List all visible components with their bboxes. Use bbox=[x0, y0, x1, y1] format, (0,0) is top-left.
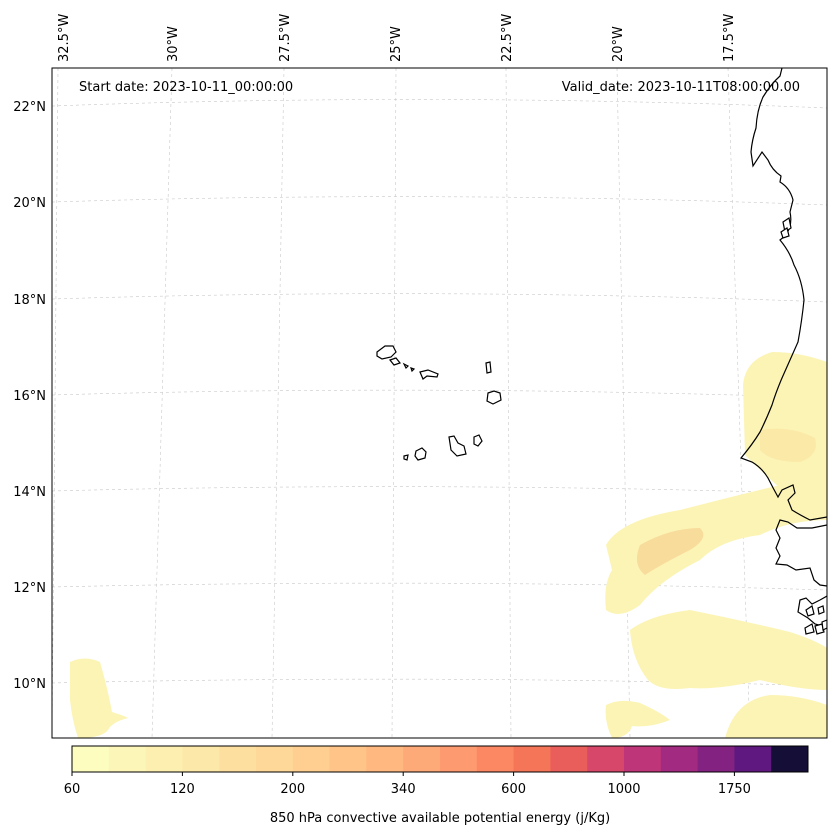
colorbar-cell bbox=[219, 746, 257, 772]
cape-verde-islands bbox=[376, 345, 502, 461]
colorbar-cell bbox=[329, 746, 367, 772]
colorbar-cell bbox=[550, 746, 588, 772]
cape-region-coast-core bbox=[760, 428, 816, 462]
lat-label-18n: 18°N bbox=[13, 293, 46, 308]
cape-region-band-10n bbox=[630, 610, 827, 690]
island-santa-luzia bbox=[402, 362, 410, 370]
latitude-labels: 22°N 20°N 18°N 16°N 14°N 12°N 10°N bbox=[13, 100, 46, 692]
colorbar-tick-120: 120 bbox=[170, 782, 195, 797]
colorbar-cell bbox=[624, 746, 662, 772]
island-maio bbox=[473, 434, 483, 447]
cape-field bbox=[70, 352, 827, 738]
colorbar-ticks bbox=[71, 772, 735, 776]
colorbar-cell bbox=[660, 746, 699, 772]
colorbar-tick-1000: 1000 bbox=[607, 782, 640, 797]
island-boa-vista bbox=[486, 390, 502, 405]
lat-label-22n: 22°N bbox=[13, 100, 46, 115]
cape-region-south-east bbox=[725, 695, 827, 738]
cape-region-band-12n-core bbox=[636, 528, 704, 575]
island-santo-antao bbox=[376, 345, 397, 360]
colorbar-cell bbox=[72, 746, 110, 772]
colorbar-tick-600: 600 bbox=[501, 782, 526, 797]
lon-label-30w: 30°W bbox=[166, 26, 181, 62]
colorbar-cell bbox=[145, 746, 183, 772]
colorbar-cell bbox=[182, 746, 220, 772]
colorbar-cell bbox=[476, 746, 515, 772]
cape-region-coast-north bbox=[743, 352, 827, 500]
colorbar-tick-1750: 1750 bbox=[718, 782, 751, 797]
lat-label-10n: 10°N bbox=[13, 677, 46, 692]
colorbar-tick-340: 340 bbox=[391, 782, 416, 797]
parallel-gridlines bbox=[52, 99, 827, 687]
colorbar-tick-labels: 60 120 200 340 600 1000 1750 bbox=[64, 782, 751, 797]
colorbar-cell bbox=[440, 746, 478, 772]
lon-label-25w: 25°W bbox=[389, 26, 404, 62]
lon-label-27-5w: 27.5°W bbox=[278, 14, 293, 62]
colorbar-cell bbox=[292, 746, 331, 772]
colorbar-cell bbox=[108, 746, 147, 772]
lon-label-32-5w: 32.5°W bbox=[57, 14, 72, 62]
colorbar-tick-200: 200 bbox=[280, 782, 305, 797]
lon-label-22-5w: 22.5°W bbox=[500, 14, 515, 62]
colorbar-cell bbox=[366, 746, 404, 772]
coastal-islets bbox=[780, 217, 827, 635]
colorbar-cell bbox=[587, 746, 625, 772]
island-sal bbox=[485, 361, 492, 374]
colorbar-cell bbox=[734, 746, 772, 772]
colorbar bbox=[72, 746, 809, 772]
cape-region-band-12n bbox=[605, 483, 827, 614]
start-date-label: Start date: 2023-10-11_00:00:00 bbox=[79, 80, 293, 95]
lon-label-17-5w: 17.5°W bbox=[722, 14, 737, 62]
map-frame bbox=[51, 67, 828, 739]
lon-label-20w: 20°W bbox=[611, 26, 626, 62]
island-santiago bbox=[448, 435, 467, 457]
lat-label-14n: 14°N bbox=[13, 485, 46, 500]
island-sao-nicolau-main bbox=[419, 369, 439, 380]
colorbar-cell bbox=[771, 746, 809, 772]
cape-region-west bbox=[70, 658, 128, 738]
lat-label-20n: 20°N bbox=[13, 196, 46, 211]
island-sao-nicolau bbox=[410, 367, 416, 373]
island-brava bbox=[403, 454, 409, 461]
valid-date-label: Valid_date: 2023-10-11T08:00:00.00 bbox=[562, 80, 800, 95]
island-sao-vicente bbox=[388, 357, 402, 366]
colorbar-label: 850 hPa convective available potential e… bbox=[270, 811, 610, 826]
lat-label-16n: 16°N bbox=[13, 389, 46, 404]
colorbar-cell bbox=[513, 746, 551, 772]
colorbar-cell bbox=[697, 746, 735, 772]
cape-region-south-mid bbox=[605, 700, 670, 738]
colorbar-cell bbox=[403, 746, 441, 772]
longitude-labels: 32.5°W 30°W 27.5°W 25°W 22.5°W 20°W 17.5… bbox=[57, 14, 737, 62]
colorbar-cell bbox=[256, 746, 294, 772]
island-fogo bbox=[414, 447, 427, 461]
colorbar-tick-60: 60 bbox=[64, 782, 81, 797]
lat-label-12n: 12°N bbox=[13, 581, 46, 596]
colorbar-frame bbox=[71, 745, 809, 773]
